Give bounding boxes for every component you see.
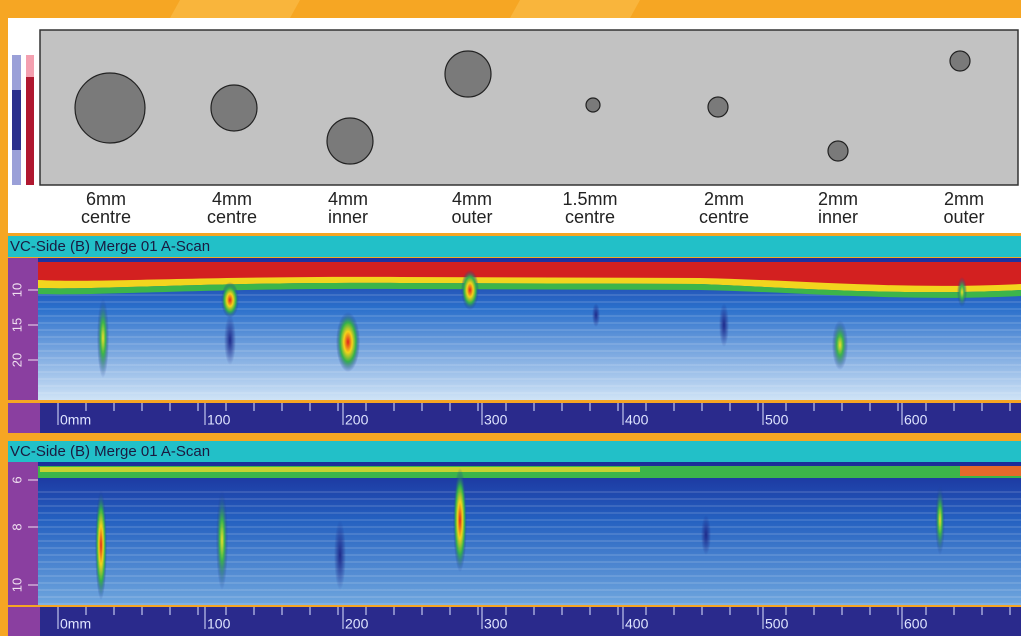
indication (719, 303, 729, 347)
x-tick-label: 500 (765, 616, 789, 632)
x-tick-label: 500 (765, 412, 789, 428)
indication (224, 315, 236, 365)
defect-hole (75, 73, 145, 143)
scan-title: VC-Side (B) Merge 01 A-Scan (10, 443, 210, 460)
defect-position: outer (451, 207, 492, 227)
depth-tick-label: 6 (9, 476, 24, 483)
defect-size: 1.5mm (562, 189, 617, 209)
indication (97, 298, 109, 378)
indication (221, 282, 239, 318)
defect-size: 2mm (704, 189, 744, 209)
defect-position: inner (818, 207, 858, 227)
defect-size: 4mm (212, 189, 252, 209)
axis-track (40, 607, 1021, 636)
indication (334, 520, 346, 590)
depth-tick-label: 10 (9, 578, 24, 592)
indication (453, 468, 467, 572)
defect-hole (708, 97, 728, 117)
indication (95, 490, 107, 600)
x-tick-label: 600 (904, 616, 928, 632)
defect-size: 6mm (86, 189, 126, 209)
defect-hole (445, 51, 491, 97)
depth-tick-label: 15 (9, 318, 24, 332)
defect-position: outer (943, 207, 984, 227)
defect-position: centre (81, 207, 131, 227)
defect-size: 2mm (818, 189, 858, 209)
defect-position: centre (207, 207, 257, 227)
x-tick-label: 0mm (60, 412, 91, 428)
indication (336, 312, 360, 372)
backwall-yellow (40, 467, 640, 472)
legend-bar (26, 55, 34, 77)
defect-position: centre (565, 207, 615, 227)
depth-tick-label: 20 (9, 353, 24, 367)
x-tick-label: 400 (625, 412, 649, 428)
indication (461, 270, 479, 310)
x-tick-label: 100 (207, 412, 231, 428)
defect-size: 4mm (452, 189, 492, 209)
indication (832, 320, 848, 370)
specimen (40, 30, 1018, 185)
x-tick-label: 300 (484, 616, 508, 632)
legend-bar (12, 90, 21, 150)
page: 6mmcentre4mmcentre4mminner4mmouter1.5mmc… (0, 0, 1021, 636)
defect-hole (586, 98, 600, 112)
depth-tick-label: 10 (9, 283, 24, 297)
indication (592, 303, 600, 327)
defect-hole (950, 51, 970, 71)
x-tick-label: 600 (904, 412, 928, 428)
defect-position: inner (328, 207, 368, 227)
axis-track (40, 403, 1021, 433)
defect-hole (327, 118, 373, 164)
x-tick-label: 300 (484, 412, 508, 428)
x-tick-label: 200 (345, 616, 369, 632)
defect-hole (211, 85, 257, 131)
x-tick-label: 400 (625, 616, 649, 632)
x-tick-label: 100 (207, 616, 231, 632)
defect-hole (828, 141, 848, 161)
indication (935, 485, 945, 555)
bg-stripe (510, 0, 640, 18)
x-tick-label: 0mm (60, 616, 91, 632)
defect-size: 4mm (328, 189, 368, 209)
depth-tick-label: 8 (9, 523, 24, 530)
indication (216, 490, 228, 590)
indication (701, 515, 711, 555)
scan-title: VC-Side (B) Merge 01 A-Scan (10, 238, 210, 255)
bg-stripe (170, 0, 300, 18)
indication (957, 277, 967, 307)
screen: 6mmcentre4mmcentre4mminner4mmouter1.5mmc… (0, 0, 1021, 636)
backwall-red (960, 466, 1021, 476)
defect-size: 2mm (944, 189, 984, 209)
x-tick-label: 200 (345, 412, 369, 428)
defect-position: centre (699, 207, 749, 227)
